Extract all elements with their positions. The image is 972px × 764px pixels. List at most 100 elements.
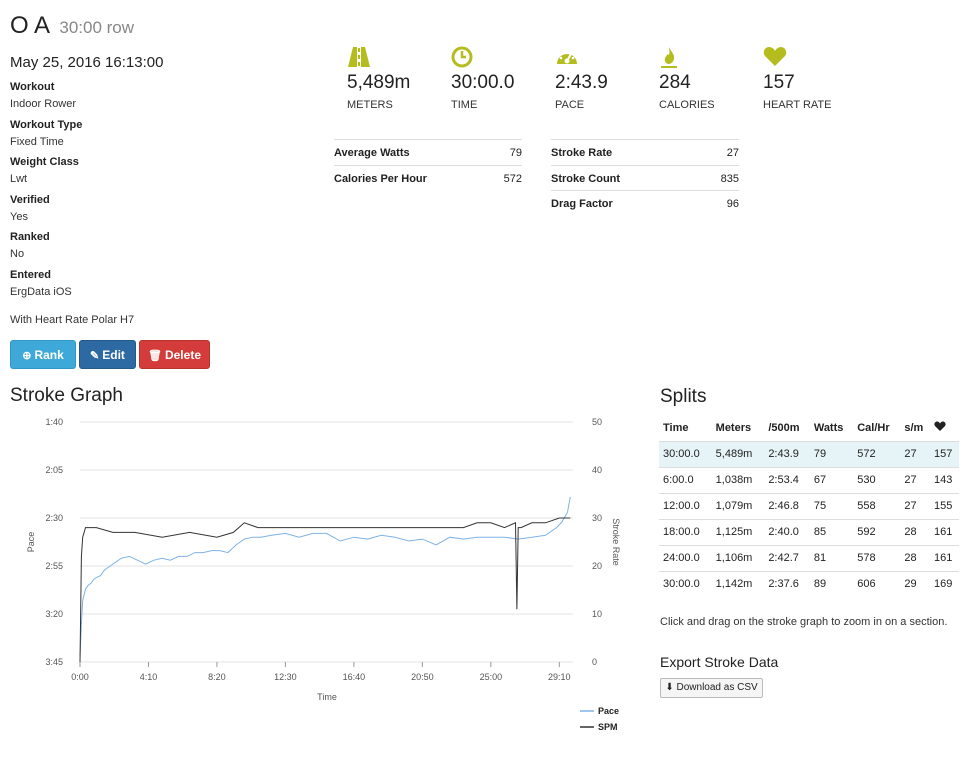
table-cell: 30:00.0 <box>659 570 712 597</box>
zoom-hint: Click and drag on the stroke graph to zo… <box>660 616 948 628</box>
x-tick-label: 16:40 <box>343 672 366 682</box>
meta-label: Ranked <box>10 231 50 243</box>
road-icon <box>347 46 457 68</box>
page-title: O A 30:00 row <box>10 12 134 40</box>
stat-pace: 2:43.9 PACE <box>555 46 665 111</box>
table-cell: 24:00.0 <box>659 544 712 571</box>
table-cell: 1,142m <box>711 570 765 597</box>
rank-button[interactable]: ⊕ Rank <box>10 340 76 369</box>
detail-value: 79 <box>509 147 522 159</box>
x-axis-title: Time <box>317 692 337 702</box>
table-cell: 558 <box>853 492 901 519</box>
download-csv-button[interactable]: ⬇ Download as CSV <box>660 678 763 698</box>
y-right-tick-label: 20 <box>592 561 602 571</box>
workout-date: May 25, 2016 16:13:00 <box>10 54 164 71</box>
detail-row: Stroke Rate 27 <box>551 139 739 165</box>
table-cell: 27 <box>900 440 931 467</box>
spm-series-line <box>79 517 571 663</box>
table-cell: 2:53.4 <box>764 466 810 493</box>
table-cell: 75 <box>809 492 854 519</box>
table-cell: 2:42.7 <box>764 544 810 571</box>
table-cell: 12:00.0 <box>659 492 712 519</box>
heart-icon <box>763 46 873 68</box>
column-header: /500m <box>768 422 800 435</box>
stat-meters: 5,489m METERS <box>347 46 457 111</box>
stroke-graph[interactable]: 1:40 50 2:05 40 2:30 30 2:55 20 3:20 10 3:45 0 0:00 4… <box>0 410 650 740</box>
table-cell: 2:46.8 <box>764 492 810 519</box>
detail-value: 27 <box>726 147 739 159</box>
pencil-icon: ✎ <box>90 350 100 362</box>
x-tick-label: 20:50 <box>411 672 434 682</box>
table-row: 30:00.0 1,142m 2:37.6 89 606 29 169 <box>659 570 959 597</box>
splits-heading: Splits <box>660 386 707 407</box>
stat-label: PACE <box>555 99 585 111</box>
detail-row: Stroke Count 835 <box>551 165 739 191</box>
table-cell: 85 <box>809 518 854 545</box>
table-cell: 169 <box>930 570 959 597</box>
stat-value: 284 <box>659 72 691 93</box>
stat-label: CALORIES <box>659 99 715 111</box>
table-cell: 27 <box>900 492 931 519</box>
stat-value: 5,489m <box>347 72 411 93</box>
legend-spm-label: SPM <box>598 722 618 732</box>
clock-icon <box>451 46 561 68</box>
stat-time: 30:00.0 TIME <box>451 46 561 111</box>
table-cell: 67 <box>809 466 854 493</box>
table-row: 30:00.0 5,489m 2:43.9 79 572 27 157 <box>659 440 959 467</box>
y-right-axis-title: Stroke Rate <box>611 518 621 566</box>
table-cell: 530 <box>853 466 901 493</box>
table-cell: 2:37.6 <box>764 570 810 597</box>
table-cell: 1,106m <box>711 544 765 571</box>
table-cell: 28 <box>900 544 931 571</box>
table-cell: 592 <box>853 518 901 545</box>
detail-row: Drag Factor 96 <box>551 190 739 216</box>
table-cell: 18:00.0 <box>659 518 712 545</box>
legend-pace-label: Pace <box>598 706 619 716</box>
meta-value: Indoor Rower <box>10 98 77 110</box>
meta-value: Yes <box>10 211 28 223</box>
x-tick-label: 25:00 <box>480 672 503 682</box>
y-right-tick-label: 10 <box>592 609 602 619</box>
athlete-name: O A <box>10 12 49 39</box>
x-tick-label: 12:30 <box>274 672 297 682</box>
stat-label: TIME <box>451 99 478 111</box>
y-right-tick-label: 0 <box>592 657 597 667</box>
table-row: 6:00.0 1,038m 2:53.4 67 530 27 143 <box>659 466 959 493</box>
table-cell: 79 <box>809 440 854 467</box>
table-cell: 27 <box>900 466 931 493</box>
y-left-tick-label: 2:05 <box>45 465 63 475</box>
y-left-tick-label: 2:30 <box>45 513 63 523</box>
stat-value: 30:00.0 <box>451 72 515 93</box>
y-right-tick-label: 40 <box>592 465 602 475</box>
x-tick-label: 29:10 <box>548 672 571 682</box>
delete-button[interactable]: 🗑 Delete <box>139 340 210 369</box>
meta-label: Workout Type <box>10 119 83 131</box>
table-header-row: Time Meters /500m Watts Cal/Hr s/m <box>659 416 959 441</box>
heart-rate-note: With Heart Rate Polar H7 <box>10 314 135 326</box>
pace-series-line <box>79 496 571 657</box>
table-cell: 161 <box>930 518 959 545</box>
stat-label: HEART RATE <box>763 99 832 111</box>
y-right-tick-label: 50 <box>592 417 602 427</box>
table-cell: 29 <box>900 570 931 597</box>
table-cell: 28 <box>900 518 931 545</box>
detail-value: 96 <box>726 198 739 210</box>
table-row: 12:00.0 1,079m 2:46.8 75 558 27 155 <box>659 492 959 519</box>
meta-value: ErgData iOS <box>10 286 72 298</box>
stroke-graph-svg[interactable]: 1:40 50 2:05 40 2:30 30 2:55 20 3:20 10 3:45 0 0:00 4… <box>0 410 650 740</box>
column-header: s/m <box>904 422 924 435</box>
detail-value: 835 <box>720 173 739 185</box>
rank-button-label: Rank <box>34 348 64 362</box>
detail-label: Stroke Count <box>551 173 621 185</box>
flame-icon <box>659 46 769 68</box>
column-header: Time <box>663 422 689 435</box>
table-cell: 89 <box>809 570 854 597</box>
trash-icon: 🗑 <box>148 350 162 362</box>
y-left-tick-label: 3:20 <box>45 609 63 619</box>
stat-heart-rate: 157 HEART RATE <box>763 46 873 111</box>
heart-icon <box>930 416 959 441</box>
meta-label: Weight Class <box>10 156 79 168</box>
table-cell: 155 <box>930 492 959 519</box>
workout-subtitle: 30:00 row <box>59 18 135 37</box>
edit-button[interactable]: ✎ Edit <box>79 340 136 369</box>
